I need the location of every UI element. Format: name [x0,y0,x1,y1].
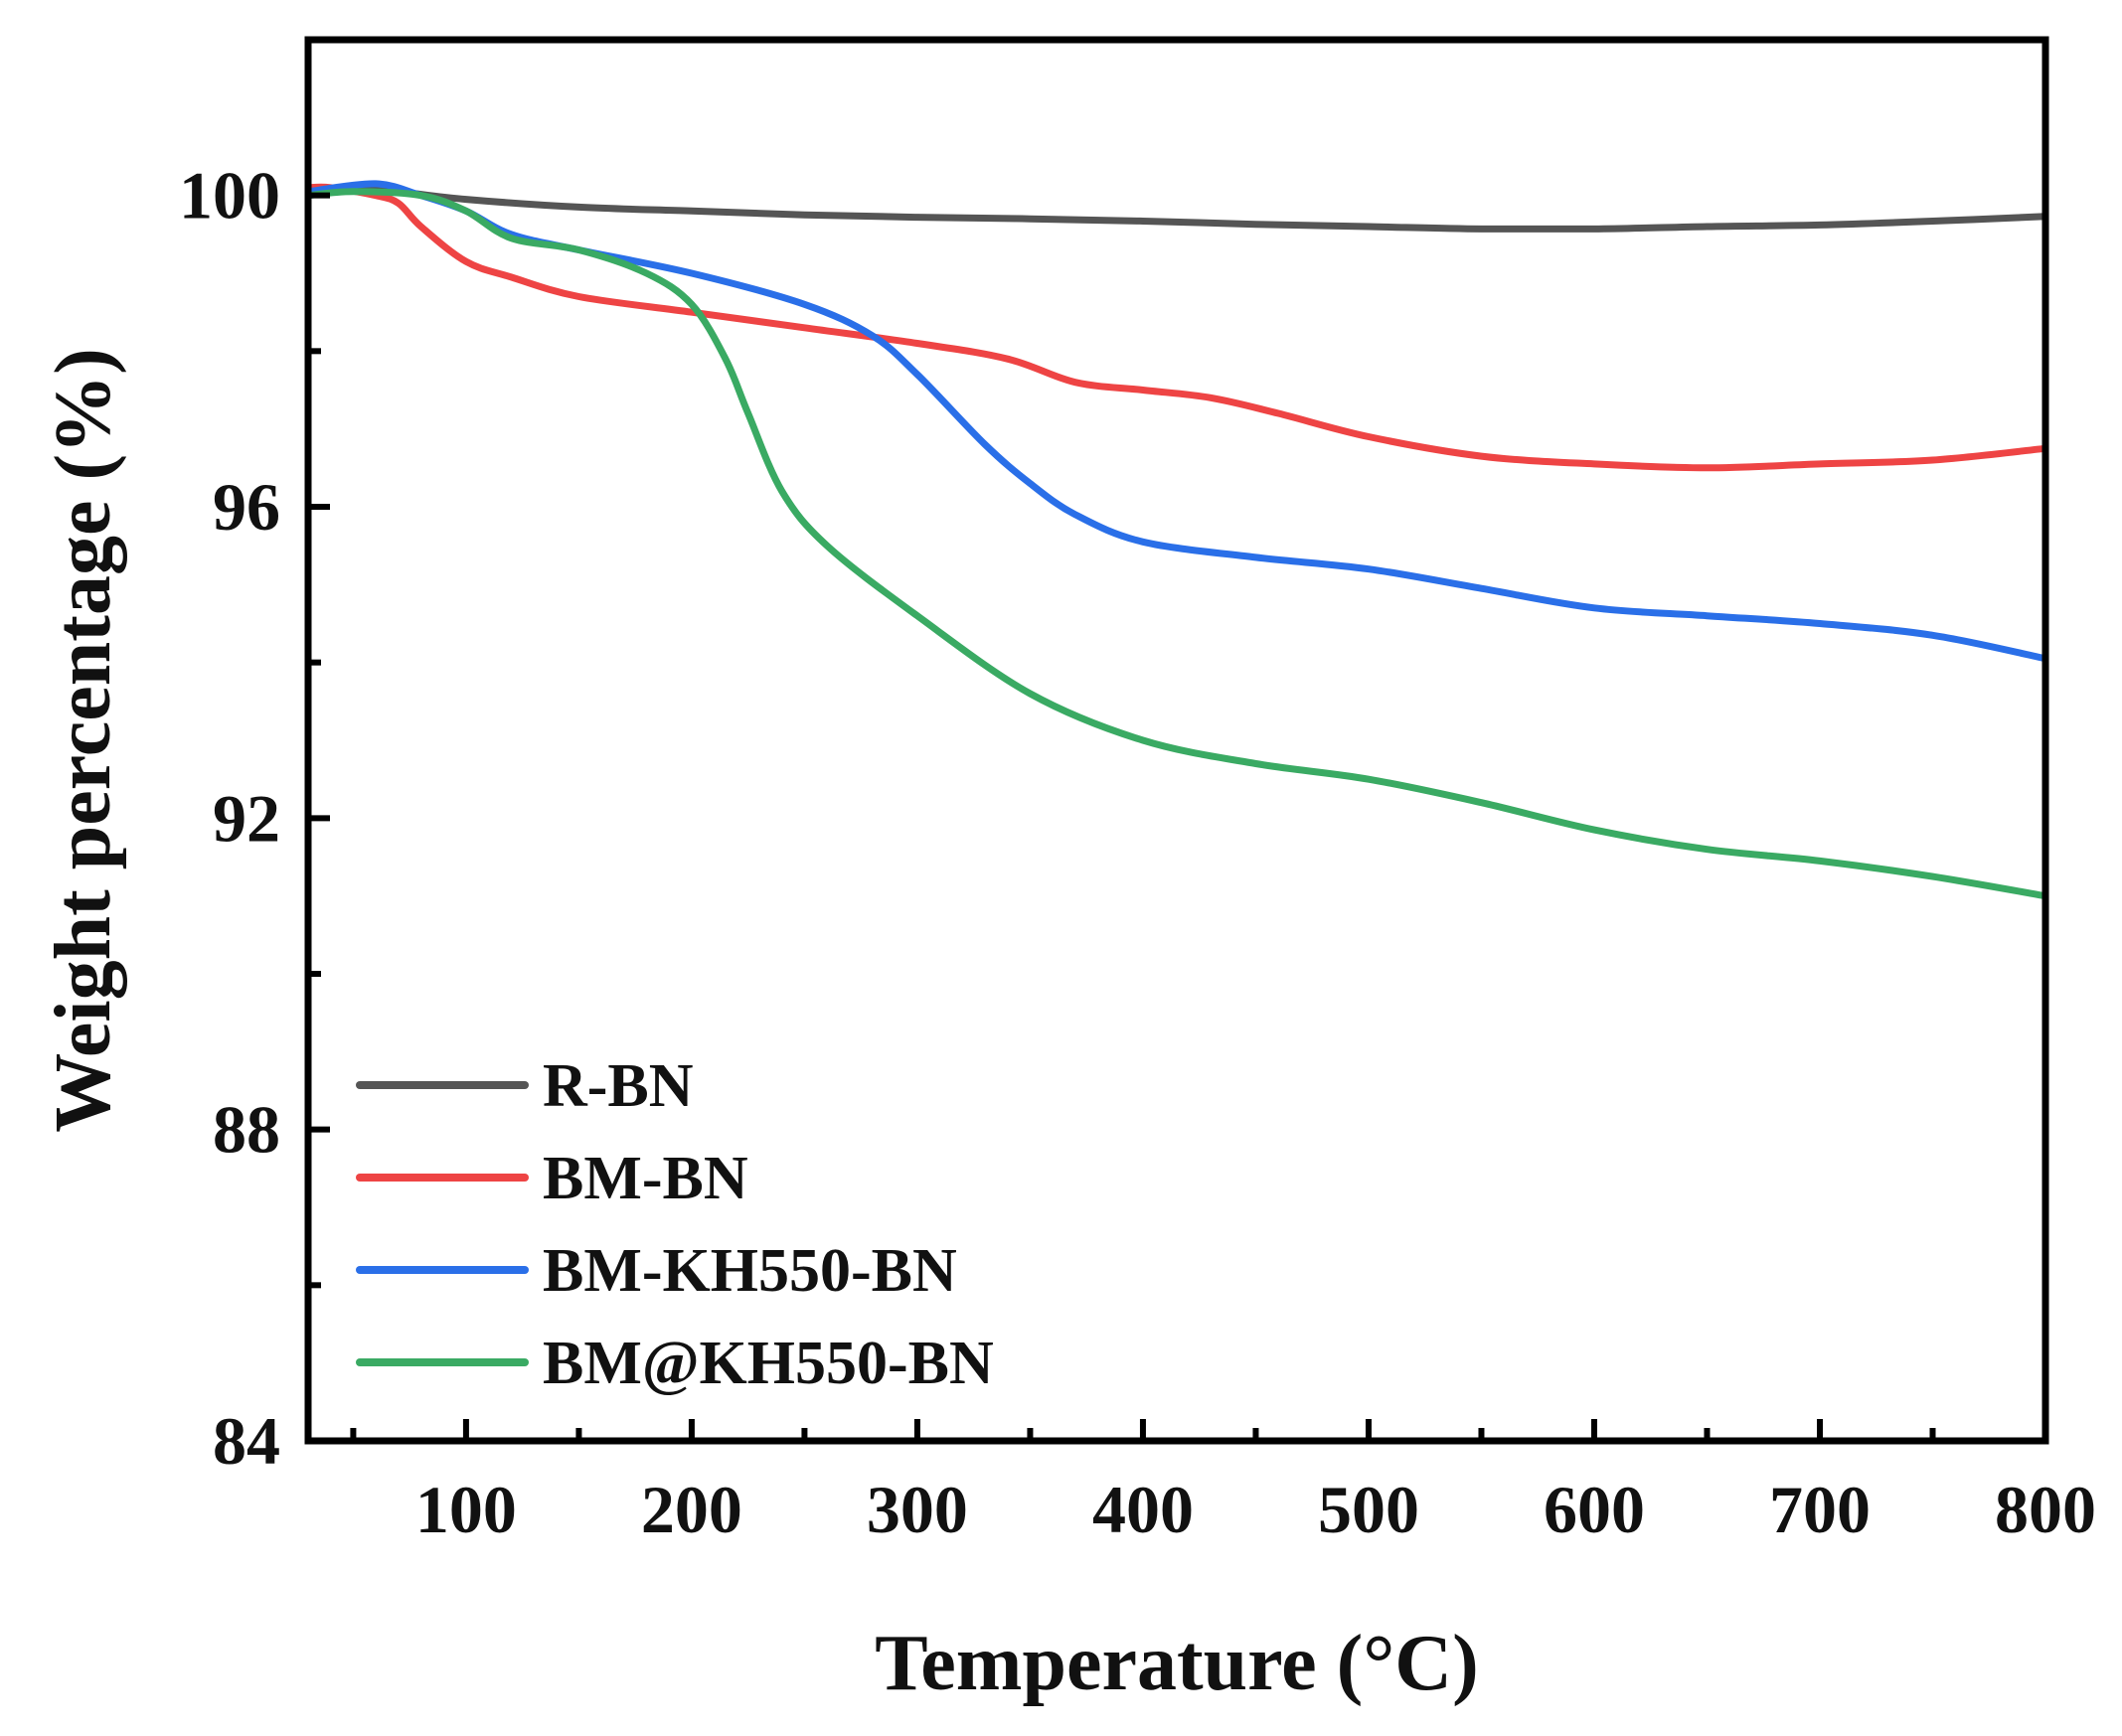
y-axis-title: Weight percentage (%) [40,348,127,1132]
x-tick-label-800: 800 [1995,1472,2096,1547]
plot-frame [304,36,2049,1445]
x-tick-label-500: 500 [1318,1472,1419,1547]
x-tick-label-700: 700 [1769,1472,1871,1547]
legend-label-bm-kh550-bn: BM@KH550-BN [543,1330,994,1397]
x-axis-title: Temperature (°C) [875,1620,1478,1707]
series-line-bm-bn [304,183,2049,472]
x-tick-label-200: 200 [641,1472,742,1547]
series-group [304,180,2049,900]
legend: R-BN BM-BN BM-KH550-BN BM@KH550-BN [356,1052,994,1397]
y-tick-label-96: 96 [213,469,280,545]
x-tick-label-400: 400 [1092,1472,1194,1547]
y-tick-label-84: 84 [213,1403,280,1479]
x-tick-label-600: 600 [1544,1472,1645,1547]
series-line-r-bn [304,184,2049,234]
x-axis: 100 200 300 400 500 600 700 800 [350,1419,2096,1547]
x-tick-label-300: 300 [867,1472,968,1547]
series-line-bm-kh550-bn [304,180,2049,663]
y-tick-label-88: 88 [213,1092,280,1168]
series-line-bm-kh550-bn [304,188,2049,900]
y-tick-label-92: 92 [213,780,280,856]
y-axis: 84 88 92 96 100 [179,37,330,1479]
x-tick-label-100: 100 [415,1472,517,1547]
y-tick-label-100: 100 [179,158,280,234]
legend-label-r-bn: R-BN [543,1052,694,1120]
plot-area [304,36,2049,1445]
legend-label-bm-kh550-bn: BM-KH550-BN [543,1237,957,1305]
legend-label-bm-bn: BM-BN [543,1145,748,1212]
